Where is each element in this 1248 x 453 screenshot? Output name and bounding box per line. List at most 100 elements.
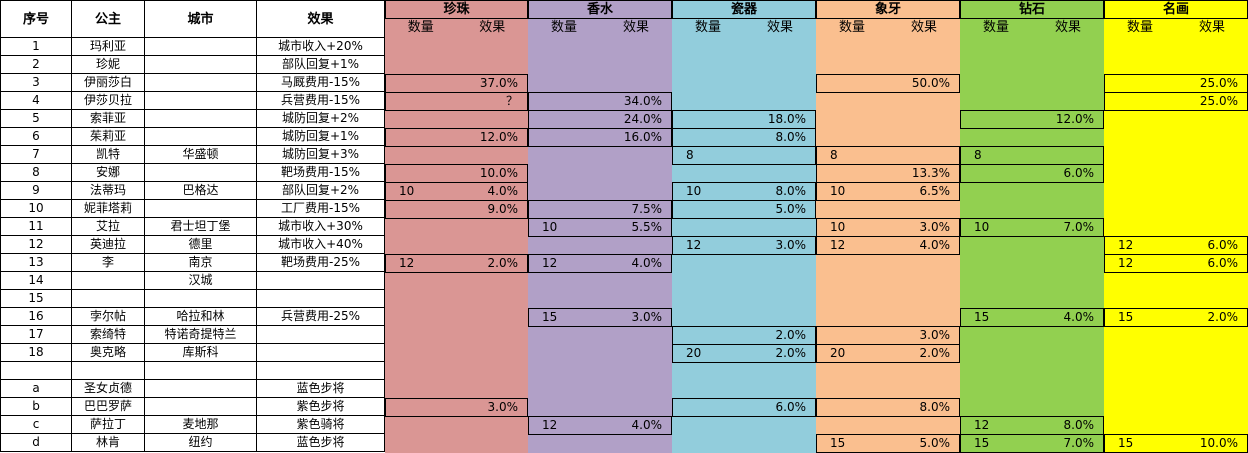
goods-box (816, 344, 960, 363)
goods-effect: 5.5% (631, 220, 663, 234)
cell-princess: 珍妮 (72, 56, 145, 74)
goods-box (528, 416, 672, 435)
goods-effect: 4.0% (919, 238, 951, 252)
cell-city: 汉城 (145, 272, 257, 290)
goods-quantity: 12 (1118, 238, 1134, 252)
cell-city (145, 92, 257, 110)
cell-city (145, 380, 257, 398)
goods-effect: 10.0% (1199, 436, 1238, 450)
column-header: 序号 (0, 0, 72, 38)
group-header: 珍珠 (385, 0, 528, 19)
cell-effect (257, 290, 385, 308)
goods-quantity: 10 (830, 184, 846, 198)
cell-id: 6 (0, 128, 72, 146)
sub-header: 数量 (694, 20, 721, 35)
goods-effect: 13.3% (911, 166, 950, 180)
cell-id: 3 (0, 74, 72, 92)
goods-box (385, 92, 528, 111)
cell-city: 南京 (145, 254, 257, 272)
goods-effect: 37.0% (479, 76, 518, 90)
cell-effect: 部队回复+1% (257, 56, 385, 74)
cell-city: 巴格达 (145, 182, 257, 200)
cell-effect (257, 272, 385, 290)
goods-box (960, 218, 1104, 237)
group-column (528, 0, 672, 453)
cell-effect: 城市收入+30% (257, 218, 385, 236)
cell-princess: 奥克略 (72, 344, 145, 362)
cell-city: 德里 (145, 236, 257, 254)
goods-effect: 7.5% (631, 202, 663, 216)
goods-box (816, 182, 960, 201)
cell-id (0, 362, 72, 380)
goods-box (385, 200, 528, 219)
cell-princess: 伊莎贝拉 (72, 92, 145, 110)
goods-effect: 8.0% (919, 400, 951, 414)
goods-effect: 5.0% (775, 202, 807, 216)
cell-id: 8 (0, 164, 72, 182)
goods-box (960, 164, 1104, 183)
column-header: 城市 (145, 0, 257, 38)
goods-effect: 10.0% (479, 166, 518, 180)
cell-city (145, 38, 257, 56)
goods-effect: 9.0% (487, 202, 519, 216)
cell-id: 5 (0, 110, 72, 128)
cell-id: 18 (0, 344, 72, 362)
goods-box (528, 308, 672, 327)
group-column (385, 0, 528, 453)
sub-header: 效果 (622, 20, 649, 35)
cell-id: 15 (0, 290, 72, 308)
cell-princess: 索菲亚 (72, 110, 145, 128)
cell-princess: 孛尔帖 (72, 308, 145, 326)
goods-effect: 2.0% (775, 346, 807, 360)
cell-city: 华盛顿 (145, 146, 257, 164)
cell-city (145, 398, 257, 416)
goods-effect: 2.0% (919, 346, 951, 360)
cell-effect: 蓝色步将 (257, 380, 385, 398)
column-header: 公主 (72, 0, 145, 38)
goods-effect: 4.0% (631, 418, 663, 432)
goods-effect: 3.0% (631, 310, 663, 324)
goods-box (816, 398, 960, 417)
goods-quantity: 12 (542, 256, 558, 270)
cell-effect (257, 326, 385, 344)
goods-quantity: 10 (686, 184, 702, 198)
cell-effect: 城防回复+1% (257, 128, 385, 146)
cell-id: 13 (0, 254, 72, 272)
cell-princess: 妮菲塔莉 (72, 200, 145, 218)
goods-quantity: 15 (974, 436, 990, 450)
cell-id: 11 (0, 218, 72, 236)
goods-effect: 50.0% (911, 76, 950, 90)
sub-header: 数量 (407, 20, 434, 35)
cell-princess: 艾拉 (72, 218, 145, 236)
cell-effect: 城市收入+40% (257, 236, 385, 254)
group-header: 名画 (1104, 0, 1248, 19)
goods-box (816, 74, 960, 93)
goods-box (385, 398, 528, 417)
cell-princess (72, 272, 145, 290)
goods-effect: 8.0% (775, 184, 807, 198)
cell-effect: 城防回复+3% (257, 146, 385, 164)
goods-effect: 18.0% (767, 112, 806, 126)
group-header: 瓷器 (672, 0, 816, 19)
cell-princess: 安娜 (72, 164, 145, 182)
group-header: 象牙 (816, 0, 960, 19)
goods-quantity: 8 (830, 148, 838, 162)
cell-city: 哈拉和林 (145, 308, 257, 326)
cell-princess: 玛利亚 (72, 38, 145, 56)
goods-quantity: 15 (1118, 436, 1134, 450)
cell-city (145, 74, 257, 92)
cell-effect: 城市收入+20% (257, 38, 385, 56)
goods-effect: 5.0% (919, 436, 951, 450)
goods-effect: 16.0% (623, 130, 662, 144)
cell-princess: 伊丽莎白 (72, 74, 145, 92)
goods-effect: 34.0% (623, 94, 662, 108)
goods-effect: 24.0% (623, 112, 662, 126)
goods-effect: ？ (505, 94, 518, 108)
column-header: 效果 (257, 0, 385, 38)
cell-princess (72, 362, 145, 380)
goods-quantity: 15 (974, 310, 990, 324)
goods-effect: 7.0% (1063, 436, 1095, 450)
group-column (816, 0, 960, 453)
sub-header: 数量 (982, 20, 1009, 35)
